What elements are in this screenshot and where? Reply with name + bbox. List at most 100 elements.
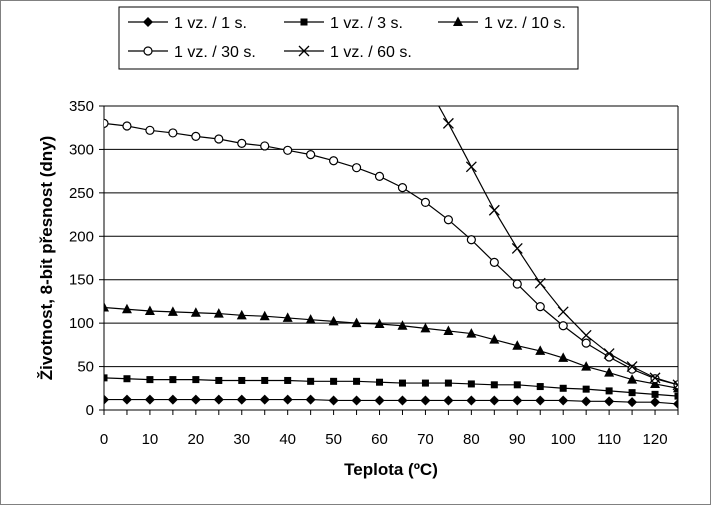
series-1: [104, 394, 678, 409]
x-tick-label: 120: [643, 431, 668, 448]
x-tick-label: 60: [371, 431, 388, 448]
data-point: [213, 308, 224, 318]
series-4: [104, 118, 678, 390]
data-point: [167, 394, 178, 405]
data-point: [558, 395, 569, 406]
legend-label: 1 vz. / 1 s.: [174, 15, 247, 32]
data-point: [236, 394, 247, 405]
data-point: [443, 215, 453, 225]
data-point: [444, 379, 452, 387]
x-tick-label: 30: [233, 431, 250, 448]
legend-entry-1: 1 vz. / 1 s.: [128, 15, 247, 32]
axes: [99, 105, 679, 415]
data-point: [512, 395, 523, 406]
y-tick-label: 200: [69, 228, 94, 245]
series-line: [104, 122, 678, 386]
data-point: [420, 197, 431, 208]
x-tick-label: 80: [463, 431, 480, 448]
legend-box: [118, 6, 579, 70]
data-point: [104, 118, 109, 128]
data-point: [627, 397, 638, 408]
data-point: [307, 377, 315, 385]
legend-entry-3: 1 vz. / 10 s.: [438, 15, 566, 32]
x-tick-label: 100: [551, 431, 576, 448]
data-point: [104, 302, 109, 312]
data-point: [442, 117, 454, 129]
data-point: [489, 334, 500, 344]
series-2: [104, 374, 678, 400]
series-line: [104, 306, 678, 389]
gridlines: [104, 105, 678, 368]
legend-label: 1 vz. / 30 s.: [174, 44, 256, 61]
data-point: [259, 394, 270, 405]
data-point: [534, 277, 546, 289]
x-tick-label: 0: [100, 431, 108, 448]
data-point: [603, 348, 615, 360]
data-point: [169, 376, 177, 384]
data-point: [328, 315, 339, 326]
data-point: [282, 312, 293, 322]
data-point: [238, 376, 246, 384]
data-point: [581, 396, 592, 407]
data-point: [558, 352, 569, 362]
x-tick-label: 40: [279, 431, 296, 448]
legend-marker: [143, 17, 153, 27]
y-tick-label: 100: [69, 315, 94, 332]
x-axis-title: Teplota (ºC): [344, 460, 438, 479]
data-point: [651, 390, 659, 398]
y-tick-label: 350: [69, 98, 94, 115]
legend-marker: [143, 46, 153, 56]
legend-marker: [453, 16, 463, 26]
data-point: [374, 318, 385, 329]
data-point: [650, 397, 661, 408]
data-point: [330, 377, 338, 385]
series-5: [438, 106, 678, 391]
data-point: [673, 398, 678, 409]
data-point: [559, 384, 567, 392]
data-point: [490, 381, 498, 389]
data-point: [374, 395, 385, 406]
data-point: [582, 385, 590, 393]
data-point: [191, 131, 201, 141]
data-point: [511, 242, 523, 254]
data-point: [305, 394, 316, 405]
series-line: [104, 377, 678, 397]
data-point: [466, 328, 477, 338]
data-point: [627, 374, 638, 384]
series-line: [438, 106, 678, 386]
data-point: [649, 372, 661, 384]
data-point: [351, 317, 362, 328]
legend-entry-5: 1 vz. / 60 s.: [284, 44, 412, 61]
data-point: [513, 381, 521, 389]
x-tick-label: 10: [142, 431, 159, 448]
data-point: [604, 367, 615, 377]
y-tick-label: 0: [86, 402, 94, 419]
series-line: [104, 398, 678, 405]
data-point: [351, 395, 362, 406]
data-point: [512, 340, 523, 350]
data-point: [397, 183, 408, 193]
y-tick-label: 300: [69, 141, 94, 158]
data-point: [260, 141, 270, 151]
data-point: [420, 322, 431, 333]
data-point: [121, 394, 132, 405]
data-point: [284, 376, 292, 384]
data-point: [558, 321, 568, 331]
data-point: [489, 257, 499, 267]
data-point: [190, 307, 201, 317]
data-point: [328, 395, 339, 406]
data-point: [626, 361, 638, 373]
data-point: [168, 128, 178, 138]
data-point: [488, 204, 500, 216]
data-point: [144, 305, 155, 315]
data-point: [104, 394, 109, 405]
data-point: [557, 306, 569, 318]
data-point: [397, 320, 408, 330]
data-point: [213, 394, 224, 405]
data-point: [215, 376, 223, 384]
legend-label: 1 vz. / 60 s.: [330, 44, 412, 61]
x-tick-label: 70: [417, 431, 434, 448]
data-point: [282, 394, 293, 405]
data-point: [581, 361, 592, 371]
